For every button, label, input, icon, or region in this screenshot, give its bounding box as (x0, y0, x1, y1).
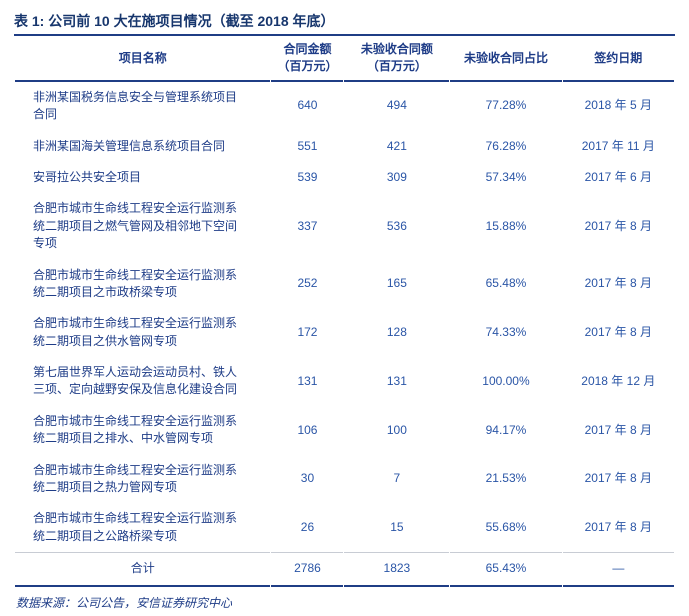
unaccepted-amount-cell: 165 (386, 276, 407, 291)
unaccepted-ratio-cell: 21.53% (485, 471, 527, 486)
table-row: 合肥市城市生命线工程安全运行监测系统二期项目之市政桥梁专项 252 165 65… (15, 260, 674, 309)
column-header-project-name: 项目名称 (15, 36, 271, 82)
total-label-cell: 合计 (15, 552, 271, 587)
unaccepted-ratio-cell: 74.33% (485, 324, 527, 339)
column-header-unaccepted-amount: 未验收合同额 （百万元） (344, 36, 450, 82)
unaccepted-amount-cell: 100 (386, 422, 407, 437)
unaccepted-ratio-cell: 15.88% (485, 218, 527, 233)
total-row: 合计 2786 1823 65.43% — (15, 552, 674, 587)
unaccepted-ratio-cell: 55.68% (485, 520, 527, 535)
table-row: 合肥市城市生命线工程安全运行监测系统二期项目之供水管网专项 172 128 74… (15, 308, 674, 357)
data-source-note: 数据来源：公司公告，安信证券研究中心 (16, 595, 233, 610)
unaccepted-ratio-cell: 57.34% (485, 169, 527, 184)
project-name-cell: 合肥市城市生命线工程安全运行监测系统二期项目之市政桥梁专项 (33, 267, 238, 299)
table-title: 表 1: 公司前 10 大在施项目情况（截至 2018 年底） (14, 12, 675, 37)
table-row: 合肥市城市生命线工程安全运行监测系统二期项目之公路桥梁专项 26 15 55.6… (15, 503, 674, 552)
unaccepted-ratio-cell: 94.17% (485, 422, 527, 437)
project-name-cell: 非洲某国税务信息安全与管理系统项目合同 (33, 89, 238, 122)
column-header-sign-date: 签约日期 (562, 36, 674, 82)
sign-date-cell: 2017 年 11 月 (581, 138, 655, 153)
unaccepted-amount-cell: 7 (393, 471, 401, 486)
contract-amount-cell: 539 (297, 169, 318, 184)
sign-date-cell: 2018 年 5 月 (584, 98, 652, 113)
projects-table: 项目名称 合同金额 （百万元） 未验收合同额 （百万元） 未验收合同占比 签约日… (14, 36, 675, 587)
table-row: 合肥市城市生命线工程安全运行监测系统二期项目之燃气管网及相邻地下空间专项 337… (15, 193, 674, 259)
project-name-cell: 第七届世界军人运动会运动员村、铁人三项、定向越野安保及信息化建设合同 (33, 365, 238, 397)
header-row: 项目名称 合同金额 （百万元） 未验收合同额 （百万元） 未验收合同占比 签约日… (15, 36, 674, 82)
sign-date-cell: 2018 年 12 月 (581, 373, 656, 388)
unaccepted-ratio-cell: 77.28% (485, 98, 527, 113)
table-row: 合肥市城市生命线工程安全运行监测系统二期项目之排水、中水管网专项 106 100… (15, 406, 674, 455)
contract-amount-cell: 551 (297, 138, 318, 153)
sign-date-cell: 2017 年 8 月 (584, 471, 652, 486)
table-header: 项目名称 合同金额 （百万元） 未验收合同额 （百万元） 未验收合同占比 签约日… (15, 36, 674, 82)
unaccepted-amount-cell: 309 (386, 169, 407, 184)
unaccepted-amount-cell: 421 (386, 138, 407, 153)
sign-date-cell: 2017 年 8 月 (584, 422, 652, 437)
project-name-cell: 非洲某国海关管理信息系统项目合同 (33, 138, 226, 153)
unaccepted-amount-cell: 494 (386, 98, 407, 113)
table-footer: 合计 2786 1823 65.43% — (15, 552, 674, 587)
sign-date-cell: 2017 年 8 月 (584, 520, 652, 535)
table-body: 非洲某国税务信息安全与管理系统项目合同 640 494 77.28% 2018 … (15, 82, 674, 552)
sign-date-cell: 2017 年 8 月 (584, 218, 652, 233)
column-header-unaccepted-ratio: 未验收合同占比 (450, 36, 562, 82)
contract-amount-cell: 337 (297, 218, 318, 233)
contract-amount-cell: 106 (297, 422, 318, 437)
contract-amount-cell: 640 (297, 98, 318, 113)
contract-amount-cell: 26 (300, 520, 315, 535)
project-name-cell: 合肥市城市生命线工程安全运行监测系统二期项目之排水、中水管网专项 (33, 413, 238, 446)
table-row: 第七届世界军人运动会运动员村、铁人三项、定向越野安保及信息化建设合同 131 1… (15, 357, 674, 406)
total-unaccepted-ratio-cell: 65.43% (450, 552, 562, 587)
contract-amount-cell: 252 (297, 276, 318, 291)
project-name-cell: 合肥市城市生命线工程安全运行监测系统二期项目之热力管网专项 (33, 462, 238, 495)
total-unaccepted-amount-cell: 1823 (344, 552, 450, 587)
unaccepted-amount-cell: 536 (386, 218, 407, 233)
unaccepted-amount-cell: 131 (386, 373, 407, 388)
sign-date-cell: 2017 年 6 月 (584, 169, 652, 184)
contract-amount-cell: 131 (297, 373, 318, 388)
sign-date-cell: 2017 年 8 月 (584, 276, 652, 291)
project-name-cell: 合肥市城市生命线工程安全运行监测系统二期项目之公路桥梁专项 (33, 511, 238, 543)
unaccepted-amount-cell: 128 (386, 324, 407, 339)
project-name-cell: 合肥市城市生命线工程安全运行监测系统二期项目之供水管网专项 (33, 316, 238, 348)
unaccepted-ratio-cell: 76.28% (485, 138, 527, 153)
project-name-cell: 安哥拉公共安全项目 (33, 169, 142, 184)
unaccepted-ratio-cell: 65.48% (485, 276, 527, 291)
table-row: 合肥市城市生命线工程安全运行监测系统二期项目之热力管网专项 30 7 21.53… (15, 455, 674, 504)
unaccepted-amount-cell: 15 (390, 520, 404, 535)
sign-date-cell: 2017 年 8 月 (584, 324, 652, 339)
table-row: 安哥拉公共安全项目 539 309 57.34% 2017 年 6 月 (15, 162, 674, 193)
total-contract-amount-cell: 2786 (271, 552, 344, 587)
contract-amount-cell: 30 (300, 471, 315, 486)
table-row: 非洲某国税务信息安全与管理系统项目合同 640 494 77.28% 2018 … (15, 82, 674, 131)
unaccepted-ratio-cell: 100.00% (482, 373, 530, 388)
table-row: 非洲某国海关管理信息系统项目合同 551 421 76.28% 2017 年 1… (15, 131, 674, 162)
project-name-cell: 合肥市城市生命线工程安全运行监测系统二期项目之燃气管网及相邻地下空间专项 (33, 201, 238, 251)
column-header-contract-amount: 合同金额 （百万元） (271, 36, 344, 82)
total-sign-date-cell: — (562, 552, 674, 587)
contract-amount-cell: 172 (297, 324, 318, 339)
